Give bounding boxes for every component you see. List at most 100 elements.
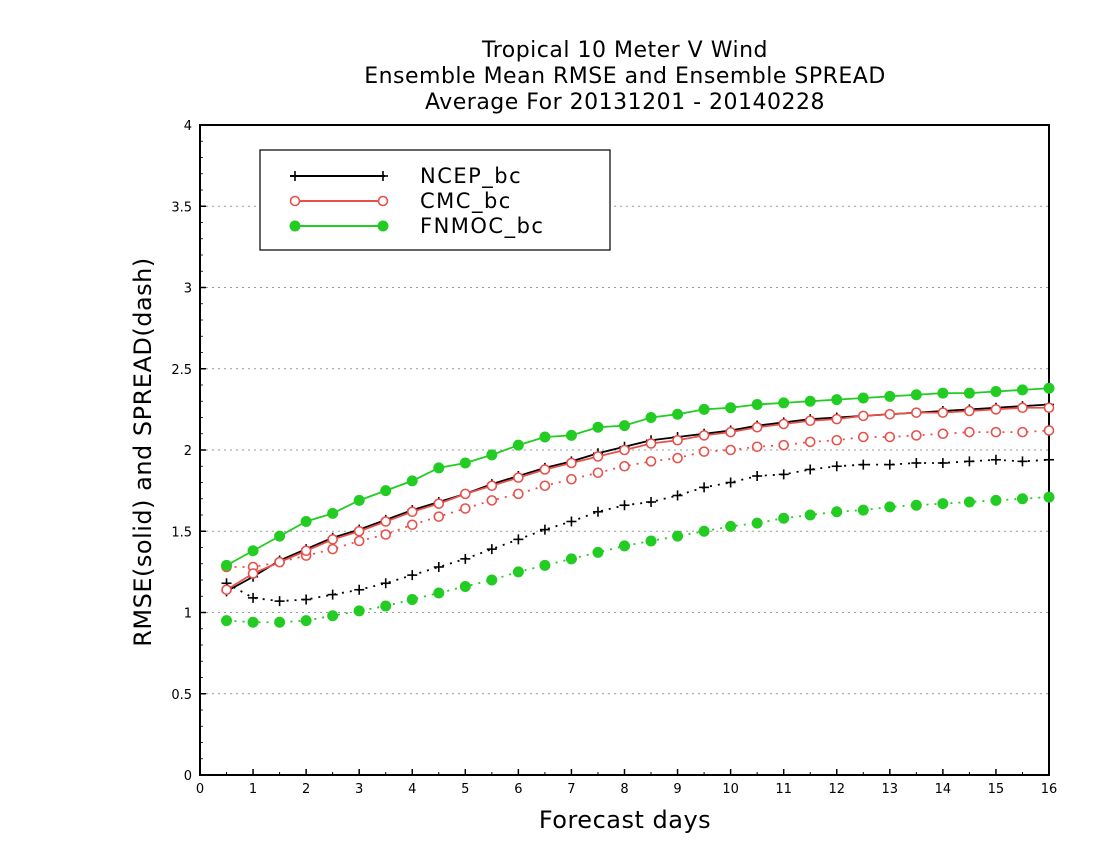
point-NCEP_bc-spread <box>646 497 657 507</box>
point-FNMOC_bc-rmse <box>433 462 445 474</box>
x-tick-label-10: 10 <box>722 782 739 797</box>
point-FNMOC_bc-rmse <box>592 421 604 433</box>
x-tick-label-14: 14 <box>935 782 952 797</box>
x-tick-label-2: 2 <box>302 782 310 797</box>
point-CMC_bc-rmse <box>486 480 498 492</box>
point-CMC_bc-rmse <box>804 415 816 427</box>
x-tick-label-8: 8 <box>620 782 628 797</box>
y-tick-label-4: 2 <box>184 444 192 459</box>
point-FNMOC_bc-spread <box>645 535 657 547</box>
point-FNMOC_bc-rmse <box>672 408 684 420</box>
point-CMC_bc-rmse <box>672 434 683 446</box>
point-FNMOC_bc-rmse <box>831 394 843 406</box>
x-tick-label-11: 11 <box>775 782 792 797</box>
point-NCEP_bc-spread <box>990 454 1001 465</box>
y-axis-label: RMSE(solid) and SPREAD(dash) <box>129 257 157 647</box>
point-CMC_bc-rmse <box>247 568 259 579</box>
point-FNMOC_bc-spread <box>459 581 471 592</box>
y-tick-label-8: 4 <box>184 119 192 134</box>
x-tick-label-0: 0 <box>196 782 204 797</box>
point-CMC_bc-rmse <box>221 584 232 596</box>
point-NCEP_bc-spread <box>380 578 391 589</box>
point-FNMOC_bc-spread <box>884 501 896 513</box>
point-FNMOC_bc-spread <box>406 594 418 605</box>
point-FNMOC_bc-spread <box>831 506 843 518</box>
point-CMC_bc-rmse <box>619 444 630 456</box>
series-FNMOC_bc-spread-line <box>226 496 1050 624</box>
point-CMC_bc-rmse <box>911 407 922 418</box>
point-FNMOC_bc-rmse <box>910 389 922 401</box>
point-CMC_bc-spread <box>778 439 789 451</box>
point-NCEP_bc-spread <box>1017 456 1028 467</box>
point-FNMOC_bc-spread <box>353 605 365 617</box>
x-tick-label-1: 1 <box>249 782 257 797</box>
point-CMC_bc-spread <box>486 495 498 506</box>
point-CMC_bc-spread <box>645 456 657 467</box>
point-CMC_bc-rmse <box>460 488 471 500</box>
legend-label-2: FNMOC_bc <box>420 214 544 239</box>
y-tick-label-2: 1 <box>184 607 192 622</box>
point-CMC_bc-spread <box>406 519 418 531</box>
point-FNMOC_bc-spread <box>327 610 339 622</box>
x-tick-label-12: 12 <box>828 782 845 797</box>
point-NCEP_bc-spread <box>1044 454 1054 465</box>
point-CMC_bc-spread <box>672 452 683 464</box>
point-CMC_bc-spread <box>1043 425 1055 436</box>
chart-title-line-1: Tropical 10 Meter V Wind <box>481 38 769 63</box>
point-CMC_bc-rmse <box>831 413 843 425</box>
point-FNMOC_bc-spread <box>910 499 922 511</box>
legend-label-0: NCEP_bc <box>420 164 522 189</box>
x-tick-label-16: 16 <box>1041 782 1058 797</box>
x-tick-label-15: 15 <box>988 782 1005 797</box>
point-CMC_bc-rmse <box>433 498 445 509</box>
point-FNMOC_bc-spread <box>539 559 551 571</box>
point-NCEP_bc-spread <box>327 589 338 600</box>
legend-marker-0 <box>290 171 300 181</box>
point-FNMOC_bc-rmse <box>884 390 896 402</box>
y-tick-label-5: 2.5 <box>171 363 192 378</box>
point-FNMOC_bc-rmse <box>327 507 339 519</box>
point-NCEP_bc-spread <box>964 456 975 467</box>
point-CMC_bc-spread <box>698 446 710 457</box>
point-FNMOC_bc-spread <box>486 574 498 586</box>
point-CMC_bc-spread <box>592 467 604 479</box>
point-CMC_bc-spread <box>751 441 763 453</box>
point-CMC_bc-rmse <box>539 464 551 475</box>
point-NCEP_bc-spread <box>460 553 471 564</box>
point-CMC_bc-rmse <box>698 430 710 441</box>
point-FNMOC_bc-spread <box>778 512 790 524</box>
y-tick-label-6: 3 <box>184 282 192 297</box>
point-CMC_bc-rmse <box>725 426 736 438</box>
point-FNMOC_bc-spread <box>247 616 259 628</box>
point-NCEP_bc-spread <box>725 477 736 488</box>
y-tick-label-1: 0.5 <box>171 688 192 703</box>
point-FNMOC_bc-rmse <box>353 494 365 506</box>
point-FNMOC_bc-spread <box>672 530 684 542</box>
point-CMC_bc-rmse <box>990 404 1002 415</box>
series-FNMOC_bc-rmse-line <box>226 387 1050 567</box>
point-FNMOC_bc-spread <box>619 540 630 552</box>
x-tick-label-6: 6 <box>514 782 522 797</box>
point-FNMOC_bc-rmse <box>619 420 630 432</box>
point-CMC_bc-rmse <box>884 408 896 420</box>
point-NCEP_bc-spread <box>433 562 444 572</box>
point-FNMOC_bc-spread <box>433 587 445 599</box>
point-CMC_bc-spread <box>353 535 365 547</box>
point-NCEP_bc-spread <box>354 584 365 595</box>
point-NCEP_bc-spread <box>672 490 683 501</box>
point-FNMOC_bc-spread <box>804 509 816 521</box>
chart-title-line-3: Average For 20131201 - 20140228 <box>424 90 826 115</box>
point-FNMOC_bc-spread <box>565 553 577 565</box>
point-CMC_bc-rmse <box>751 421 763 433</box>
point-CMC_bc-rmse <box>327 534 338 545</box>
point-NCEP_bc-spread <box>486 544 497 555</box>
point-FNMOC_bc-rmse <box>963 387 975 399</box>
point-CMC_bc-rmse <box>1017 402 1028 414</box>
point-CMC_bc-spread <box>831 434 843 446</box>
point-NCEP_bc-spread <box>937 458 948 468</box>
point-FNMOC_bc-rmse <box>804 395 816 407</box>
point-NCEP_bc-spread <box>752 471 763 481</box>
point-NCEP_bc-spread <box>301 594 312 605</box>
point-NCEP_bc-spread <box>778 469 789 480</box>
